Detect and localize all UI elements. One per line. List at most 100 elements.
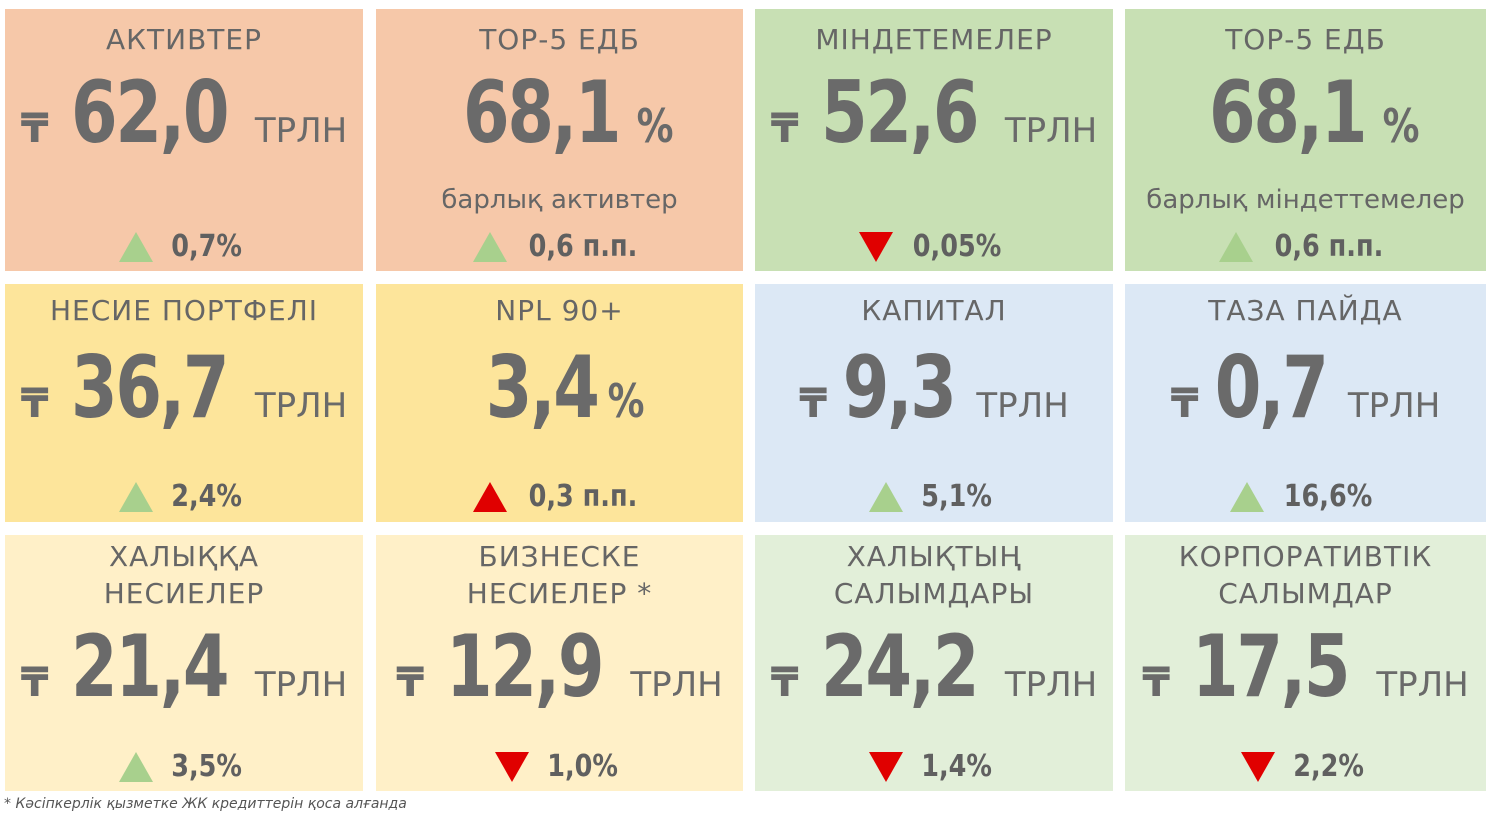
triangle-up-icon	[119, 481, 154, 512]
card-value-row: ₸ 36,7 ТРЛН	[5, 338, 363, 438]
card-title: ТАЗА ПАЙДА	[1208, 294, 1403, 327]
card-title-line1: КОРПОРАТИВТІК	[1178, 540, 1433, 573]
card-change: 0,05%	[755, 228, 1113, 264]
card-value-row: 68,1%	[1125, 63, 1486, 163]
triangle-up-icon	[119, 231, 154, 262]
card-unit: ТРЛН	[976, 386, 1069, 426]
card-title: ТОР-5 ЕДБ	[479, 23, 640, 56]
card-loan-portfolio: НЕСИЕ ПОРТФЕЛІ ₸ 36,7 ТРЛН 2,4%	[5, 284, 363, 522]
triangle-up-icon	[1230, 481, 1265, 512]
card-corporate-deposits: КОРПОРАТИВТІК САЛЫМДАР ₸ 17,5 ТРЛН 2,2%	[1125, 535, 1486, 791]
card-value: 52,6	[820, 63, 979, 163]
card-value: 9,3	[842, 338, 957, 438]
triangle-down-icon	[858, 231, 893, 262]
card-net-profit: ТАЗА ПАЙДА ₸ 0,7 ТРЛН 16,6%	[1125, 284, 1486, 522]
card-title-line2: НЕСИЕЛЕР	[103, 577, 265, 610]
card-value-row: 68,1%	[376, 63, 743, 163]
card-value-row: ₸ 9,3 ТРЛН	[755, 338, 1113, 438]
tenge-icon: ₸	[396, 660, 425, 706]
card-title: КАПИТАЛ	[861, 294, 1007, 327]
percent-sign: %	[607, 374, 645, 428]
card-change: 0,7%	[5, 228, 363, 264]
card-value-row: 3,4%	[376, 338, 743, 438]
card-unit: ТРЛН	[254, 111, 348, 151]
card-value: 17,5	[1192, 617, 1350, 717]
card-top5-liabilities: ТОР-5 ЕДБ 68,1% барлық міндеттемелер 0,6…	[1125, 9, 1486, 271]
card-npl: NPL 90+ 3,4% 0,3 п.п.	[376, 284, 743, 522]
card-value-row: ₸ 21,4 ТРЛН	[5, 617, 363, 717]
triangle-up-icon	[1218, 231, 1253, 262]
card-title-line2: САЛЫМДАРЫ	[833, 577, 1035, 610]
card-value: 12,9	[446, 617, 604, 717]
card-unit: ТРЛН	[254, 665, 348, 705]
card-unit: ТРЛН	[1347, 386, 1441, 426]
triangle-up-icon	[119, 751, 154, 782]
card-unit: ТРЛН	[1004, 111, 1098, 151]
card-title-line1: ХАЛЫҚҚА	[108, 540, 259, 573]
card-value: 21,4	[70, 617, 229, 717]
card-change: 5,1%	[755, 478, 1113, 514]
tenge-icon: ₸	[20, 106, 49, 152]
tenge-icon: ₸	[20, 660, 49, 706]
card-change: 2,2%	[1125, 748, 1486, 784]
card-value-row: ₸ 24,2 ТРЛН	[755, 617, 1113, 717]
card-liabilities: МІНДЕТЕМЕЛЕР ₸ 52,6 ТРЛН 0,05%	[755, 9, 1113, 271]
card-change: 0,6 п.п.	[1125, 228, 1486, 264]
card-title-line2: НЕСИЕЛЕР *	[466, 577, 653, 610]
card-top5-assets: ТОР-5 ЕДБ 68,1% барлық активтер 0,6 п.п.	[376, 9, 743, 271]
card-assets: АКТИВТЕР ₸ 62,0 ТРЛН 0,7%	[5, 9, 363, 271]
tenge-icon: ₸	[770, 660, 799, 706]
card-title: МІНДЕТЕМЕЛЕР	[815, 23, 1053, 56]
card-title-line1: ХАЛЫҚТЫҢ	[846, 540, 1022, 573]
card-value: 3,4	[485, 338, 600, 438]
card-change: 3,5%	[5, 748, 363, 784]
card-change: 0,6 п.п.	[376, 228, 743, 264]
percent-sign: %	[1382, 99, 1420, 153]
triangle-down-icon	[1240, 751, 1275, 782]
triangle-up-icon	[869, 481, 904, 512]
card-value: 62,0	[70, 63, 229, 163]
card-value-row: ₸ 52,6 ТРЛН	[755, 63, 1113, 163]
card-value-row: ₸ 0,7 ТРЛН	[1125, 338, 1486, 438]
triangle-down-icon	[869, 751, 904, 782]
card-value: 68,1	[463, 63, 621, 163]
card-value: 36,7	[70, 338, 229, 438]
card-change: 1,0%	[376, 748, 743, 784]
card-title-line1: БИЗНЕСКЕ	[478, 540, 641, 573]
card-value-row: ₸ 12,9 ТРЛН	[376, 617, 743, 717]
triangle-up-icon	[472, 481, 507, 512]
card-title: ТОР-5 ЕДБ	[1225, 23, 1386, 56]
card-value: 0,7	[1214, 338, 1328, 438]
card-capital: КАПИТАЛ ₸ 9,3 ТРЛН 5,1%	[755, 284, 1113, 522]
card-title: АКТИВТЕР	[106, 23, 262, 56]
card-value-row: ₸ 62,0 ТРЛН	[5, 63, 363, 163]
card-retail-loans: ХАЛЫҚҚА НЕСИЕЛЕР ₸ 21,4 ТРЛН 3,5%	[5, 535, 363, 791]
percent-sign: %	[636, 99, 674, 153]
card-value-row: ₸ 17,5 ТРЛН	[1125, 617, 1486, 717]
card-value: 24,2	[820, 617, 979, 717]
card-title: НЕСИЕ ПОРТФЕЛІ	[49, 294, 319, 327]
tenge-icon: ₸	[20, 381, 49, 427]
card-change: 16,6%	[1125, 478, 1486, 514]
card-change: 0,3 п.п.	[376, 478, 743, 514]
tenge-icon: ₸	[1142, 660, 1171, 706]
footnote: * Кәсіпкерлік қызметке ЖК кредиттерін қо…	[4, 796, 407, 812]
card-subtitle: барлық міндеттемелер	[1146, 185, 1465, 215]
card-unit: ТРЛН	[1376, 665, 1469, 705]
tenge-icon: ₸	[799, 381, 828, 427]
card-title-line2: САЛЫМДАР	[1218, 577, 1393, 610]
card-value: 68,1	[1209, 63, 1367, 163]
tenge-icon: ₸	[770, 106, 799, 152]
card-change: 2,4%	[5, 478, 363, 514]
card-unit: ТРЛН	[1004, 665, 1098, 705]
card-retail-deposits: ХАЛЫҚТЫҢ САЛЫМДАРЫ ₸ 24,2 ТРЛН 1,4%	[755, 535, 1113, 791]
triangle-up-icon	[472, 231, 507, 262]
card-unit: ТРЛН	[630, 665, 723, 705]
tenge-icon: ₸	[1170, 381, 1199, 427]
card-unit: ТРЛН	[254, 386, 348, 426]
card-change: 1,4%	[755, 748, 1113, 784]
card-title: NPL 90+	[495, 294, 624, 327]
triangle-down-icon	[494, 751, 529, 782]
card-business-loans: БИЗНЕСКЕ НЕСИЕЛЕР * ₸ 12,9 ТРЛН 1,0%	[376, 535, 743, 791]
card-subtitle: барлық активтер	[441, 185, 678, 215]
